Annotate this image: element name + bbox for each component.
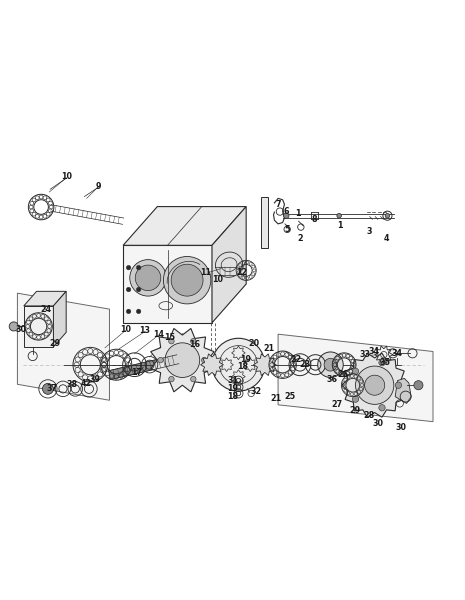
Circle shape <box>191 338 196 344</box>
Circle shape <box>201 358 207 363</box>
Circle shape <box>379 404 385 411</box>
Text: 7: 7 <box>275 200 281 209</box>
Text: 30: 30 <box>373 419 384 428</box>
Polygon shape <box>200 354 223 376</box>
Text: 1: 1 <box>295 209 300 218</box>
Circle shape <box>136 265 141 270</box>
Text: 24: 24 <box>40 305 51 314</box>
Circle shape <box>212 338 265 391</box>
Text: 31: 31 <box>227 376 238 385</box>
Circle shape <box>395 382 402 388</box>
Circle shape <box>414 380 423 390</box>
Text: 2: 2 <box>297 234 303 243</box>
Text: 3: 3 <box>366 227 372 236</box>
Circle shape <box>126 309 131 314</box>
Text: 15: 15 <box>164 334 175 343</box>
Text: 38: 38 <box>66 380 78 389</box>
Text: 10: 10 <box>120 325 131 334</box>
Circle shape <box>126 287 131 292</box>
Text: 1: 1 <box>337 221 342 230</box>
Circle shape <box>169 338 174 344</box>
Text: 36: 36 <box>326 375 337 384</box>
Text: 19: 19 <box>240 355 251 364</box>
Circle shape <box>356 366 394 404</box>
Circle shape <box>136 287 141 292</box>
Text: 4: 4 <box>384 234 389 243</box>
Text: 19: 19 <box>227 385 238 394</box>
Polygon shape <box>123 245 212 323</box>
Text: 34: 34 <box>391 349 402 358</box>
Polygon shape <box>53 292 66 347</box>
Text: 33: 33 <box>359 350 370 359</box>
Polygon shape <box>261 197 268 248</box>
Text: 8: 8 <box>312 215 317 224</box>
Text: 18: 18 <box>237 362 248 371</box>
Text: 37: 37 <box>47 385 58 394</box>
Circle shape <box>352 368 359 374</box>
Text: 10: 10 <box>60 172 72 181</box>
Text: 21: 21 <box>263 344 274 353</box>
Text: 23: 23 <box>300 360 311 369</box>
Polygon shape <box>212 206 246 323</box>
Circle shape <box>158 358 163 363</box>
Polygon shape <box>24 306 53 347</box>
Circle shape <box>385 214 390 218</box>
Text: 20: 20 <box>249 339 260 348</box>
Circle shape <box>352 396 359 403</box>
Circle shape <box>337 214 341 218</box>
Text: 16: 16 <box>190 340 200 349</box>
Circle shape <box>379 359 385 366</box>
Polygon shape <box>395 379 411 403</box>
Text: 13: 13 <box>140 326 151 335</box>
Text: 9: 9 <box>95 182 101 191</box>
Text: 28: 28 <box>364 411 375 420</box>
Text: 14: 14 <box>153 329 164 338</box>
Circle shape <box>169 376 174 382</box>
Polygon shape <box>253 354 276 376</box>
Text: 21: 21 <box>270 394 281 403</box>
Circle shape <box>9 322 18 331</box>
Text: 26: 26 <box>337 370 348 379</box>
Polygon shape <box>17 293 109 400</box>
Text: 11: 11 <box>199 268 211 277</box>
Text: 5: 5 <box>285 225 290 234</box>
Polygon shape <box>108 355 179 380</box>
Polygon shape <box>151 328 214 392</box>
Text: 29: 29 <box>49 339 60 348</box>
Text: 34: 34 <box>368 347 379 356</box>
Text: 25: 25 <box>284 392 295 401</box>
Text: 10: 10 <box>213 275 223 284</box>
Text: 17: 17 <box>131 368 142 377</box>
Circle shape <box>165 343 199 377</box>
Text: 12: 12 <box>236 268 247 277</box>
Circle shape <box>136 309 141 314</box>
Circle shape <box>42 383 53 394</box>
Polygon shape <box>342 353 407 417</box>
Text: 27: 27 <box>332 400 343 409</box>
Text: 29: 29 <box>349 406 360 415</box>
Circle shape <box>130 260 166 296</box>
Text: 6: 6 <box>284 206 289 215</box>
Text: 35: 35 <box>379 358 391 367</box>
Text: 18: 18 <box>227 392 238 401</box>
Circle shape <box>284 213 289 218</box>
Text: 39: 39 <box>89 375 100 384</box>
Polygon shape <box>278 334 433 422</box>
Circle shape <box>365 375 385 395</box>
Circle shape <box>135 265 161 290</box>
Circle shape <box>126 265 131 270</box>
Text: 42: 42 <box>80 379 91 388</box>
Text: 22: 22 <box>291 355 302 364</box>
Circle shape <box>191 376 196 382</box>
Text: 32: 32 <box>251 386 262 395</box>
Circle shape <box>163 256 211 304</box>
Polygon shape <box>24 292 66 306</box>
Text: 30: 30 <box>396 423 406 432</box>
Circle shape <box>324 358 337 371</box>
Circle shape <box>171 264 203 296</box>
Text: 30: 30 <box>15 325 26 334</box>
Circle shape <box>318 352 343 377</box>
Polygon shape <box>123 206 246 245</box>
